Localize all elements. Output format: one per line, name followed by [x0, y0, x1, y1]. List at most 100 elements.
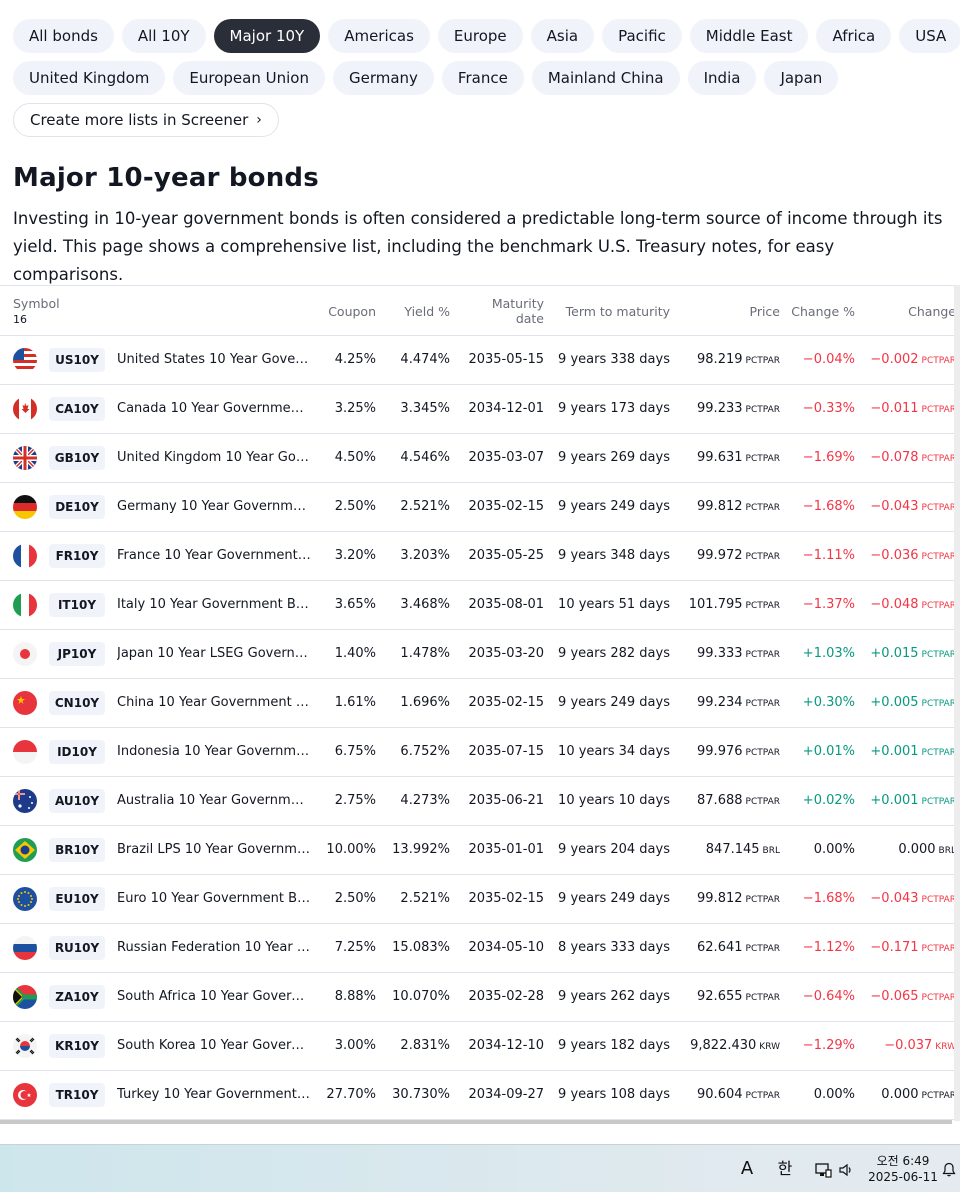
network-icon[interactable]	[812, 1145, 834, 1192]
change-unit: PCTPAR	[921, 944, 956, 954]
ime-korean-indicator[interactable]: 한	[777, 1159, 793, 1178]
filter-chip-germany[interactable]: Germany	[332, 61, 434, 95]
price-cell: 99.812 PCTPAR	[670, 875, 780, 923]
table-row[interactable]: FR10Y France 10 Year Government Bonds Yie…	[0, 532, 960, 581]
bond-name-link[interactable]: Russian Federation 10 Year Government Bo…	[117, 940, 311, 955]
symbol-count: 16	[13, 313, 27, 326]
filter-chip-pacific[interactable]: Pacific	[602, 19, 682, 53]
table-row[interactable]: TR10Y Turkey 10 Year Government Bonds Yie…	[0, 1071, 960, 1120]
table-row[interactable]: CN10Y China 10 Year Government Bonds Yiel…	[0, 679, 960, 728]
change-percent-cell: +0.30%	[802, 695, 855, 710]
coupon-column-header[interactable]: Coupon	[300, 286, 376, 336]
maturity-date-cell: 2035-03-07	[468, 450, 544, 465]
create-lists-in-screener-button[interactable]: Create more lists in Screener ›	[13, 103, 279, 137]
bond-name-link[interactable]: Italy 10 Year Government Bonds Yield	[117, 597, 311, 612]
page-description: Investing in 10-year government bonds is…	[13, 209, 943, 284]
bond-name-link[interactable]: Canada 10 Year Government Bonds Yield	[117, 401, 311, 416]
table-row[interactable]: JP10Y Japan 10 Year LSEG Government Bonds…	[0, 630, 960, 679]
bond-ticker-badge[interactable]: DE10Y	[49, 495, 105, 519]
table-row[interactable]: CA10Y Canada 10 Year Government Bonds Yie…	[0, 385, 960, 434]
bond-name-link[interactable]: South Korea 10 Year Government Bonds Yie…	[117, 1038, 311, 1053]
table-row[interactable]: ZA10Y South Africa 10 Year Government Bon…	[0, 973, 960, 1022]
symbol-header-label: Symbol	[13, 296, 60, 311]
maturity-date-cell: 2034-05-10	[468, 940, 544, 955]
bond-name-link[interactable]: United States 10 Year Government Bonds Y…	[117, 352, 311, 367]
bond-name-link[interactable]: Australia 10 Year Government Bonds Yield	[117, 793, 311, 808]
filter-chip-european-union[interactable]: European Union	[173, 61, 325, 95]
change-pct-column-header[interactable]: Change %	[785, 286, 855, 336]
symbol-column-header[interactable]: Symbol 16	[13, 286, 60, 336]
change-unit: PCTPAR	[921, 895, 956, 905]
change-unit: PCTPAR	[921, 552, 956, 562]
yield-column-header[interactable]: Yield %	[380, 286, 450, 336]
price-column-header[interactable]: Price	[690, 286, 781, 336]
bond-ticker-badge[interactable]: US10Y	[49, 348, 105, 372]
table-row[interactable]: RU10Y Russian Federation 10 Year Governme…	[0, 924, 960, 973]
filter-chip-japan[interactable]: Japan	[764, 61, 839, 95]
filter-chip-major-10y[interactable]: Major 10Y	[213, 19, 321, 53]
change-percent-cell: 0.00%	[813, 1087, 855, 1102]
filter-chip-africa[interactable]: Africa	[816, 19, 892, 53]
filter-chip-middle-east[interactable]: Middle East	[689, 19, 809, 53]
change-cell: +0.005 PCTPAR	[856, 679, 956, 727]
table-row[interactable]: EU10Y Euro 10 Year Government Bonds Yield…	[0, 875, 960, 924]
filter-chip-all-10y[interactable]: All 10Y	[121, 19, 206, 53]
bond-name-link[interactable]: France 10 Year Government Bonds Yield	[117, 548, 311, 563]
filter-chip-mainland-china[interactable]: Mainland China	[531, 61, 680, 95]
bonds-table: Symbol 16 Coupon Yield % Maturity date T…	[0, 285, 960, 1120]
filter-chip-united-kingdom[interactable]: United Kingdom	[13, 61, 166, 95]
bond-ticker-badge[interactable]: BR10Y	[49, 838, 105, 862]
bond-ticker-badge[interactable]: ID10Y	[49, 740, 105, 764]
filter-chip-asia[interactable]: Asia	[530, 19, 595, 53]
maturity-date-cell: 2035-07-15	[468, 744, 544, 759]
bond-name-link[interactable]: United Kingdom 10 Year Government Bonds …	[117, 450, 311, 465]
bond-ticker-badge[interactable]: RU10Y	[49, 936, 105, 960]
term-column-header[interactable]: Term to maturity	[550, 286, 670, 336]
bond-ticker-badge[interactable]: EU10Y	[49, 887, 105, 911]
bond-name-link[interactable]: China 10 Year Government Bonds Yield	[117, 695, 311, 710]
filter-chip-all-bonds[interactable]: All bonds	[13, 19, 114, 53]
filter-chip-europe[interactable]: Europe	[437, 19, 523, 53]
filter-chip-france[interactable]: France	[441, 61, 524, 95]
bond-ticker-badge[interactable]: KR10Y	[49, 1034, 105, 1058]
table-row[interactable]: DE10Y Germany 10 Year Government Bonds Yi…	[0, 483, 960, 532]
system-clock[interactable]: 오전 6:49 2025-06-11	[862, 1153, 944, 1185]
maturity-header-label-2: date	[515, 311, 544, 326]
bond-ticker-badge[interactable]: FR10Y	[49, 544, 105, 568]
table-row[interactable]: AU10Y Australia 10 Year Government Bonds …	[0, 777, 960, 826]
table-row[interactable]: US10Y United States 10 Year Government Bo…	[0, 336, 960, 385]
maturity-column-header[interactable]: Maturity date	[460, 286, 544, 336]
change-percent-cell: −1.68%	[802, 891, 855, 906]
bond-name-link[interactable]: Turkey 10 Year Government Bonds Yield	[117, 1087, 311, 1102]
bond-ticker-badge[interactable]: CN10Y	[49, 691, 105, 715]
filter-chip-usa[interactable]: USA	[899, 19, 960, 53]
bond-ticker-badge[interactable]: IT10Y	[49, 593, 105, 617]
table-row[interactable]: KR10Y South Korea 10 Year Government Bond…	[0, 1022, 960, 1071]
notification-bell-icon[interactable]	[940, 1145, 958, 1192]
bond-name-link[interactable]: Indonesia 10 Year Government Bonds Yield	[117, 744, 311, 759]
change-column-header[interactable]: Change	[866, 286, 956, 336]
table-row[interactable]: IT10Y Italy 10 Year Government Bonds Yiel…	[0, 581, 960, 630]
bond-name-link[interactable]: Brazil LPS 10 Year Government Bonds Yiel…	[117, 842, 311, 857]
bond-ticker-badge[interactable]: GB10Y	[49, 446, 105, 470]
bond-name-link[interactable]: South Africa 10 Year Government Bonds Yi…	[117, 989, 311, 1004]
vertical-scrollbar[interactable]	[954, 285, 960, 1121]
ime-latin-indicator[interactable]: A	[740, 1158, 754, 1179]
bond-ticker-badge[interactable]: CA10Y	[49, 397, 105, 421]
filter-chip-india[interactable]: India	[687, 61, 757, 95]
filter-chip-americas[interactable]: Americas	[328, 19, 430, 53]
table-row[interactable]: BR10Y Brazil LPS 10 Year Government Bonds…	[0, 826, 960, 875]
volume-icon[interactable]	[836, 1145, 856, 1192]
bond-name-link[interactable]: Japan 10 Year LSEG Government Bonds Yiel…	[117, 646, 311, 661]
bond-ticker-badge[interactable]: TR10Y	[49, 1083, 105, 1107]
price-value: 99.972	[697, 548, 743, 563]
table-row[interactable]: GB10Y United Kingdom 10 Year Government B…	[0, 434, 960, 483]
bond-ticker-badge[interactable]: AU10Y	[49, 789, 105, 813]
bond-ticker-badge[interactable]: JP10Y	[49, 642, 105, 666]
horizontal-scrollbar[interactable]	[0, 1120, 952, 1124]
table-row[interactable]: ID10Y Indonesia 10 Year Government Bonds …	[0, 728, 960, 777]
fr-flag-icon	[13, 544, 37, 568]
bond-name-link[interactable]: Euro 10 Year Government Bonds Yield	[117, 891, 311, 906]
bond-ticker-badge[interactable]: ZA10Y	[49, 985, 105, 1009]
bond-name-link[interactable]: Germany 10 Year Government Bonds Yield	[117, 499, 311, 514]
